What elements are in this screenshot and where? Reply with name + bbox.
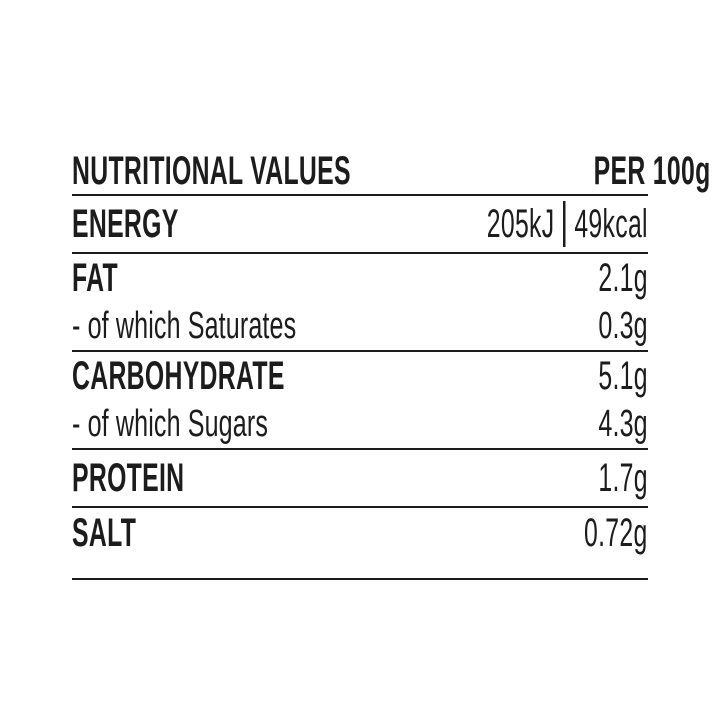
salt-value: 0.72g xyxy=(584,511,648,555)
carbohydrate-value: 5.1g xyxy=(598,353,648,398)
energy-kj-value: 205kJ xyxy=(486,201,555,246)
energy-row: ENERGY 205kJ 49kcal xyxy=(72,196,648,254)
saturates-label: - of which Saturates xyxy=(72,304,297,347)
energy-separator-bar xyxy=(563,201,566,247)
saturates-row: - of which Saturates 0.3g xyxy=(72,302,648,350)
energy-value: 205kJ 49kcal xyxy=(487,201,648,247)
salt-label: SALT xyxy=(72,511,137,555)
fat-label: FAT xyxy=(72,255,118,300)
table-title: NUTRITIONAL VALUES xyxy=(72,148,351,193)
energy-kcal-value: 49kcal xyxy=(574,201,648,246)
sugars-row: - of which Sugars 4.3g xyxy=(72,400,648,448)
carbohydrate-label: CARBOHYDRATE xyxy=(72,353,285,398)
energy-label: ENERGY xyxy=(72,201,179,246)
protein-row: PROTEIN 1.7g xyxy=(72,450,648,508)
fat-row: FAT 2.1g xyxy=(72,254,648,302)
carbohydrate-row: CARBOHYDRATE 5.1g xyxy=(72,352,648,400)
carbohydrate-group: CARBOHYDRATE 5.1g - of which Sugars 4.3g xyxy=(72,352,648,450)
per-100g-label: PER 100g xyxy=(593,148,711,193)
saturates-value: 0.3g xyxy=(598,304,648,347)
fat-value: 2.1g xyxy=(598,255,648,300)
fat-group: FAT 2.1g - of which Saturates 0.3g xyxy=(72,254,648,352)
table-header-row: NUTRITIONAL VALUES PER 100g xyxy=(72,148,710,196)
protein-value: 1.7g xyxy=(598,455,648,500)
sugars-label: - of which Sugars xyxy=(72,402,269,445)
salt-row: SALT 0.72g xyxy=(72,508,648,580)
nutrition-table: NUTRITIONAL VALUES PER 100g ENERGY 205kJ… xyxy=(72,148,710,580)
protein-label: PROTEIN xyxy=(72,455,185,500)
sugars-value: 4.3g xyxy=(598,402,648,445)
